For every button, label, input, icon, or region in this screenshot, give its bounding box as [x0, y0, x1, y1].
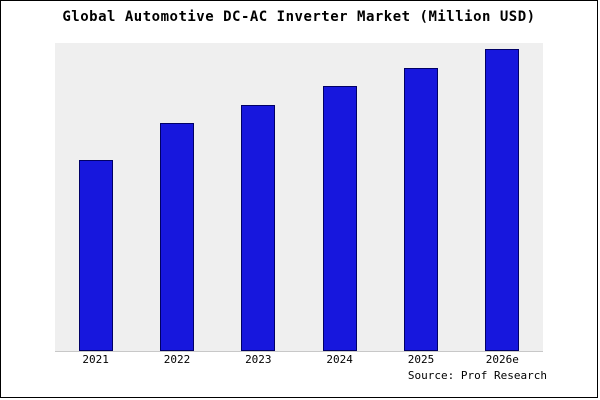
bar-2026e [485, 49, 520, 351]
chart-title: Global Automotive DC-AC Inverter Market … [62, 9, 536, 25]
x-tick-2022: 2022 [163, 353, 191, 366]
bar-cell [55, 43, 136, 351]
x-axis-labels: 2021 2022 2023 2024 2025 2026e [55, 353, 543, 366]
bar-cell [462, 43, 543, 351]
x-tick-2026e: 2026e [485, 353, 519, 366]
x-tick-2021: 2021 [82, 353, 109, 366]
bar-2022 [159, 123, 194, 351]
x-tick-2023: 2023 [245, 353, 272, 366]
x-tick-2025: 2025 [407, 353, 435, 366]
bar-2021 [78, 160, 113, 351]
plot-area [55, 43, 543, 352]
bar-2024 [322, 86, 357, 351]
bar-2023 [241, 104, 276, 351]
bar-cell [218, 43, 299, 351]
bar-2025 [403, 67, 438, 351]
bar-cell [380, 43, 461, 351]
bar-cell [136, 43, 217, 351]
bar-cell [299, 43, 380, 351]
source-note: Source: Prof Research [407, 369, 547, 382]
bars-row [55, 43, 543, 351]
x-tick-2024: 2024 [326, 353, 353, 366]
